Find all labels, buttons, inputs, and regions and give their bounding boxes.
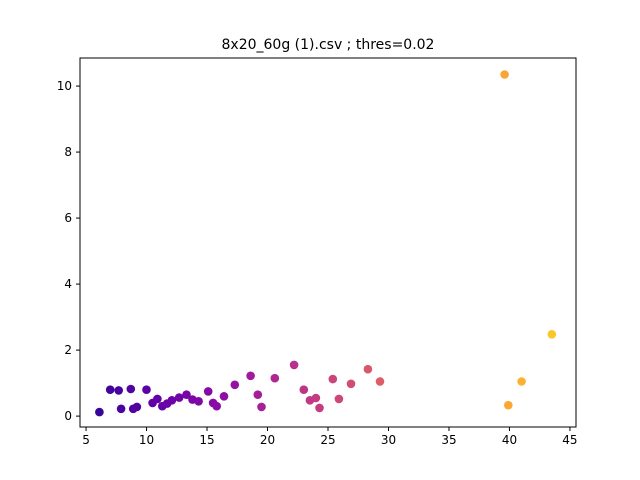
x-tick-label: 45 bbox=[562, 433, 577, 447]
data-point bbox=[132, 402, 142, 412]
data-point bbox=[547, 330, 557, 339]
y-tick-label: 2 bbox=[64, 343, 72, 357]
data-point bbox=[289, 360, 299, 370]
data-point bbox=[270, 373, 280, 383]
x-tick-label: 30 bbox=[381, 433, 396, 447]
x-tick-label: 15 bbox=[199, 433, 214, 447]
y-tick-label: 10 bbox=[57, 79, 72, 93]
data-point bbox=[253, 390, 263, 400]
data-point bbox=[346, 379, 356, 389]
x-tick-label: 10 bbox=[139, 433, 154, 447]
data-point bbox=[203, 387, 213, 396]
data-points bbox=[95, 70, 557, 417]
data-point bbox=[219, 392, 229, 401]
y-tick-label: 0 bbox=[64, 409, 72, 423]
x-tick-label: 35 bbox=[441, 433, 456, 447]
data-point bbox=[194, 397, 203, 406]
x-tick-label: 40 bbox=[502, 433, 517, 447]
data-point bbox=[246, 371, 255, 381]
data-point bbox=[153, 394, 162, 404]
data-point bbox=[517, 377, 526, 386]
data-point bbox=[230, 380, 240, 390]
data-point bbox=[114, 386, 123, 395]
x-tick-label: 25 bbox=[320, 433, 335, 447]
data-point bbox=[105, 385, 115, 395]
data-point bbox=[328, 374, 338, 384]
data-point bbox=[257, 402, 266, 412]
data-point bbox=[375, 377, 385, 386]
data-point bbox=[116, 404, 126, 414]
data-point bbox=[504, 400, 513, 410]
axes: 5 10 15 20 25 30 35 40 45 0 2 4 6 8 10 bbox=[57, 57, 578, 447]
x-tick-label: 20 bbox=[260, 433, 275, 447]
y-tick-label: 4 bbox=[64, 277, 72, 291]
data-point bbox=[212, 401, 221, 411]
data-point bbox=[500, 70, 509, 79]
y-tick-label: 8 bbox=[64, 145, 72, 159]
chart-title: 8x20_60g (1).csv ; thres=0.02 bbox=[222, 37, 435, 53]
data-point bbox=[126, 384, 136, 394]
data-point bbox=[174, 393, 184, 402]
data-point bbox=[311, 393, 321, 403]
data-point bbox=[334, 394, 344, 404]
data-point bbox=[142, 385, 151, 395]
data-point bbox=[299, 385, 309, 395]
data-point bbox=[315, 403, 324, 413]
data-point bbox=[363, 364, 373, 374]
y-tick-label: 6 bbox=[64, 211, 72, 225]
x-tick-label: 5 bbox=[82, 433, 90, 447]
data-point bbox=[95, 407, 104, 417]
data-point bbox=[167, 396, 177, 405]
data-point bbox=[182, 390, 191, 400]
